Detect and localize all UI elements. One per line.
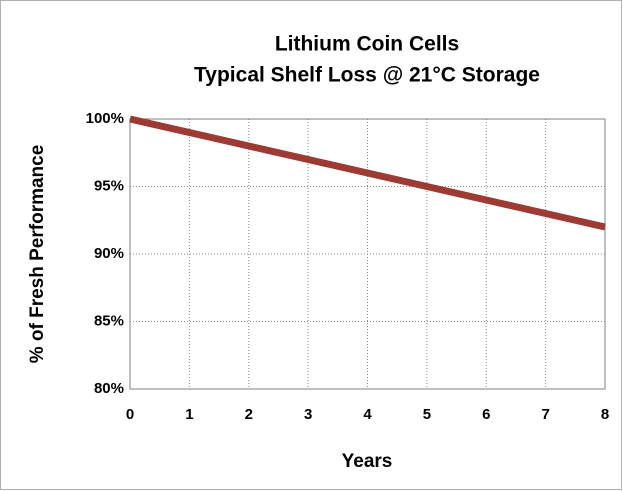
y-tick-label: 90% bbox=[94, 245, 124, 262]
chart-title: Lithium Coin Cells bbox=[275, 33, 459, 56]
x-tick-label: 1 bbox=[185, 406, 193, 423]
line bbox=[129, 115, 606, 231]
y-tick-label: 95% bbox=[94, 177, 124, 194]
plot-border bbox=[129, 118, 606, 390]
x-tick-label: 3 bbox=[304, 406, 312, 423]
x-tick-label: 5 bbox=[423, 406, 431, 423]
x-axis-label: Years bbox=[342, 451, 393, 472]
x-tick-label: 8 bbox=[601, 406, 609, 423]
chart-subtitle: Typical Shelf Loss @ 21°C Storage bbox=[194, 64, 540, 87]
x-tick-label: 7 bbox=[541, 406, 549, 423]
x-tick-label: 4 bbox=[363, 406, 372, 423]
x-tick-label: 2 bbox=[245, 406, 253, 423]
x-tick-label: 0 bbox=[126, 406, 134, 423]
y-tick-label: 100% bbox=[86, 110, 124, 127]
y-axis-label: % of Fresh Performance bbox=[27, 145, 48, 364]
x-tick-label: 6 bbox=[482, 406, 490, 423]
y-tick-label: 80% bbox=[94, 380, 124, 397]
y-tick-label: 85% bbox=[94, 312, 124, 329]
